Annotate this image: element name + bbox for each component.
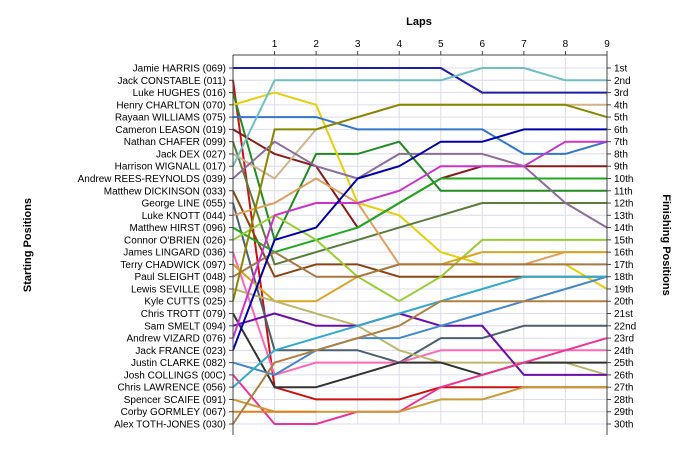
finishing-position-label: 28th bbox=[614, 395, 633, 406]
finishing-position-label: 11th bbox=[614, 186, 633, 197]
lap-tick-label: 3 bbox=[355, 39, 361, 50]
starting-position-label: George LINE (055) bbox=[142, 199, 227, 210]
series-line-start-15 bbox=[232, 214, 607, 303]
finishing-position-label: 9th bbox=[614, 162, 628, 173]
grid bbox=[233, 58, 608, 425]
finishing-position-label: 20th bbox=[614, 297, 633, 308]
finishing-position-label: 27th bbox=[614, 383, 633, 394]
series-line-start-25 bbox=[232, 275, 608, 376]
starting-position-label: Jamie HARRIS (069) bbox=[133, 64, 226, 75]
series-line-start-18 bbox=[232, 251, 607, 278]
finishing-position-label: 14th bbox=[614, 223, 633, 234]
starting-position-label: Corby GORMLEY (067) bbox=[121, 407, 226, 418]
finishing-position-label: 17th bbox=[614, 260, 633, 271]
finishing-position-label: 7th bbox=[614, 137, 628, 148]
finishing-position-label: 13th bbox=[614, 211, 633, 222]
starting-position-label: Henry CHARLTON (070) bbox=[116, 100, 226, 111]
starting-position-label: Jack CONSTABLE (011) bbox=[117, 76, 226, 87]
finishing-position-label: 2nd bbox=[614, 76, 631, 87]
starting-position-label: Cameron LEASON (019) bbox=[115, 125, 226, 136]
starting-position-label: Andrew VIZARD (076) bbox=[127, 334, 226, 345]
y-axis-right-title: Finishing Positions bbox=[660, 194, 672, 295]
axes bbox=[232, 54, 608, 435]
ticks: 1 2 3 4 5 6 7 8 9 Jamie HARRIS (069)Jack CONSTABL… bbox=[78, 39, 637, 431]
lap-tick-label: 6 bbox=[480, 39, 486, 50]
starting-position-label: Sam SMELT (094) bbox=[144, 321, 226, 332]
finishing-position-label: 22nd bbox=[614, 321, 636, 332]
starting-position-label: James LINGARD (036) bbox=[123, 248, 226, 259]
series-line-start-21 bbox=[232, 313, 607, 389]
starting-position-label: Josh COLLINGS (00C) bbox=[124, 370, 226, 381]
finishing-position-label: 21st bbox=[614, 309, 633, 320]
starting-position-label: Spencer SCAIFE (091) bbox=[124, 395, 226, 406]
series-line-start-12 bbox=[232, 202, 607, 364]
starting-position-label: Luke HUGHES (016) bbox=[133, 88, 226, 99]
finishing-position-label: 12th bbox=[614, 199, 633, 210]
series-line-start-7 bbox=[232, 141, 607, 266]
finishing-position-label: 23rd bbox=[614, 334, 634, 345]
series-line-start-23 bbox=[232, 140, 607, 339]
starting-position-label: Jack DEX (027) bbox=[156, 149, 226, 160]
finishing-position-label: 29th bbox=[614, 407, 633, 418]
series-line-start-5 bbox=[233, 116, 608, 155]
starting-position-label: Kyle CUTTS (025) bbox=[144, 297, 226, 308]
series-line-start-26 bbox=[232, 337, 608, 425]
series-line-start-20 bbox=[232, 103, 608, 302]
y-axis-left-title: Starting Positions bbox=[22, 198, 34, 292]
starting-position-label: Matthew HIRST (096) bbox=[129, 223, 226, 234]
finishing-position-label: 24th bbox=[614, 346, 633, 357]
lap-tick-label: 4 bbox=[396, 39, 402, 50]
lap-tick-label: 1 bbox=[272, 39, 278, 50]
finishing-position-label: 4th bbox=[614, 100, 628, 111]
series-line-start-22 bbox=[232, 312, 607, 376]
series-line-start-3 bbox=[232, 92, 607, 241]
series-line-start-24 bbox=[232, 128, 607, 351]
lap-tick-label: 2 bbox=[313, 39, 319, 50]
finishing-position-label: 3rd bbox=[614, 88, 628, 99]
series-line-start-14 bbox=[232, 177, 607, 254]
finishing-position-label: 1st bbox=[614, 64, 628, 75]
lap-tick-label: 8 bbox=[563, 39, 569, 50]
starting-position-label: Nathan CHAFER (099) bbox=[124, 137, 226, 148]
finishing-position-label: 30th bbox=[614, 420, 633, 431]
finishing-position-label: 26th bbox=[614, 370, 633, 381]
starting-position-label: Lewis SEVILLE (098) bbox=[131, 284, 226, 295]
series-line-start-1 bbox=[233, 67, 607, 94]
series-line-start-9 bbox=[232, 67, 607, 167]
lap-tick-label: 5 bbox=[438, 39, 444, 50]
finishing-position-label: 10th bbox=[614, 174, 633, 185]
starting-position-label: Paul SLEIGHT (048) bbox=[134, 272, 226, 283]
finishing-position-label: 5th bbox=[614, 113, 628, 124]
starting-position-label: Justin CLARKE (082) bbox=[131, 358, 226, 369]
starting-position-label: Matthew DICKINSON (033) bbox=[104, 186, 226, 197]
finishing-position-label: 8th bbox=[614, 149, 628, 160]
lap-tick-label: 7 bbox=[521, 39, 527, 50]
finishing-position-label: 25th bbox=[614, 358, 633, 369]
starting-position-label: Alex TOTH-JONES (030) bbox=[114, 420, 226, 431]
starting-position-label: Terry CHADWICK (097) bbox=[120, 260, 226, 271]
finishing-position-label: 18th bbox=[614, 272, 633, 283]
finishing-position-label: 16th bbox=[614, 248, 633, 259]
starting-position-label: Chris TROTT (079) bbox=[141, 309, 226, 320]
finishing-position-label: 6th bbox=[614, 125, 628, 136]
starting-position-label: Jack FRANCE (023) bbox=[135, 346, 226, 357]
series-lines bbox=[232, 67, 608, 425]
starting-position-label: Luke KNOTT (044) bbox=[142, 211, 226, 222]
starting-position-label: Connor O'BRIEN (026) bbox=[124, 235, 226, 246]
finishing-position-label: 19th bbox=[614, 284, 633, 295]
starting-position-label: Rayaan WILLIAMS (075) bbox=[115, 113, 226, 124]
series-line-start-30 bbox=[232, 300, 607, 425]
x-axis-title: Laps bbox=[406, 16, 432, 28]
starting-position-label: Harrison WIGNALL (017) bbox=[115, 162, 226, 173]
series-line-start-27 bbox=[232, 275, 607, 388]
starting-position-label: Andrew REES-REYNOLDS (039) bbox=[78, 174, 226, 185]
starting-position-label: Chris LAWRENCE (056) bbox=[117, 383, 226, 394]
finishing-position-label: 15th bbox=[614, 235, 633, 246]
lap-tick-label: 9 bbox=[604, 39, 610, 50]
